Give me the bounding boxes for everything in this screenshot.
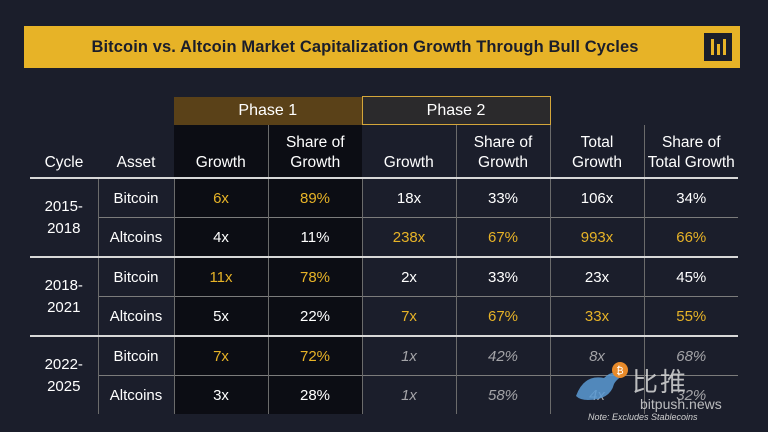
p2-share-cell: 67% [455,217,550,257]
p2-growth-cell: 1x [361,335,456,376]
col-header-asset: Asset [116,154,156,171]
watermark: ₿ 比推 bitpush.news [570,358,760,418]
column-header-row: Cycle Asset Growth Share of Growth Growth… [30,124,738,178]
p2-share-cell: 33% [455,177,550,218]
table-row: Altcoins 4x 11% 238x 67% 993x 66% [30,217,738,257]
watermark-url: bitpush.news [640,396,722,412]
p2-growth-cell: 1x [361,375,456,414]
total-share-cell: 68% [643,335,738,376]
total-growth-cell: 33x [549,296,644,336]
col-header-p2-share: Share of Growth [455,124,550,178]
p1-share-cell: 72% [267,335,362,376]
total-share-cell: 66% [643,217,738,257]
table-row: 2015- 2018 Bitcoin 6x 89% 18x 33% 106x 34… [30,177,738,257]
p2-share-cell: 58% [455,375,550,414]
col-header-cycle: Cycle [44,154,84,171]
col-header-p2-growth: Growth [383,154,434,171]
col-header-total-share: Share of Total Growth [643,124,738,178]
p2-share-cell: 67% [455,296,550,336]
bird-bitcoin-icon: ₿ [576,362,628,400]
p1-growth-cell: 3x [173,375,268,414]
total-growth-cell: 106x [549,177,644,218]
phase1-header: Phase 1 [174,96,362,125]
title-bar: Bitcoin vs. Altcoin Market Capitalizatio… [24,26,740,68]
p1-growth-cell: 6x [173,177,268,218]
total-growth-cell: 8x [549,335,644,376]
total-growth-cell: 23x [549,256,644,297]
growth-table-wrapper: Phase 1 Phase 2 Cycle Asset Growth Share… [30,96,738,414]
p1-growth-cell: 11x [173,256,268,297]
asset-cell: Altcoins [97,375,174,414]
p2-growth-cell: 2x [361,256,456,297]
total-share-cell: 32% [643,375,738,414]
cycle-label: 2022- 2025 [30,335,98,414]
p1-share-cell: 28% [267,375,362,414]
p2-share-cell: 33% [455,256,550,297]
page-title: Bitcoin vs. Altcoin Market Capitalizatio… [91,37,639,56]
asset-cell: Bitcoin [97,256,174,297]
table-row: 2022- 2025 Bitcoin 7x 72% 1x 42% 8x 68% [30,335,738,414]
col-header-p1-growth: Growth [174,124,268,178]
cycle-label: 2018- 2021 [30,256,98,336]
table-row: Altcoins 5x 22% 7x 67% 33x 55% [30,296,738,336]
col-header-total-growth: Total Growth [549,124,644,178]
phase2-header: Phase 2 [361,96,551,125]
p1-share-cell: 89% [267,177,362,218]
asset-cell: Altcoins [97,217,174,257]
p1-growth-cell: 7x [173,335,268,376]
total-share-cell: 55% [643,296,738,336]
svg-text:₿: ₿ [616,365,623,377]
p1-share-cell: 22% [267,296,362,336]
p1-share-cell: 11% [267,217,362,257]
total-share-cell: 45% [643,256,738,297]
asset-cell: Altcoins [97,296,174,336]
p2-growth-cell: 7x [361,296,456,336]
p2-share-cell: 42% [455,335,550,376]
phase-header-row: Phase 1 Phase 2 [30,96,738,125]
footnote: Note: Excludes Stablecoins [588,412,698,422]
total-growth-cell: 993x [549,217,644,257]
table-row: Altcoins 3x 28% 1x 58% 4x 32% [30,375,738,414]
p1-growth-cell: 5x [173,296,268,336]
asset-cell: Bitcoin [97,335,174,376]
total-share-cell: 34% [643,177,738,218]
p2-growth-cell: 18x [361,177,456,218]
growth-table: Phase 1 Phase 2 Cycle Asset Growth Share… [30,96,738,414]
p1-growth-cell: 4x [173,217,268,257]
pantera-logo-icon [704,33,732,61]
asset-cell: Bitcoin [97,177,174,218]
table-row: 2018- 2021 Bitcoin 11x 78% 2x 33% 23x 45% [30,256,738,336]
p2-growth-cell: 238x [361,217,456,257]
p1-share-cell: 78% [267,256,362,297]
col-header-p1-share: Share of Growth [267,124,362,178]
watermark-text: 比推 [632,367,689,397]
cycle-label: 2015- 2018 [30,177,98,257]
